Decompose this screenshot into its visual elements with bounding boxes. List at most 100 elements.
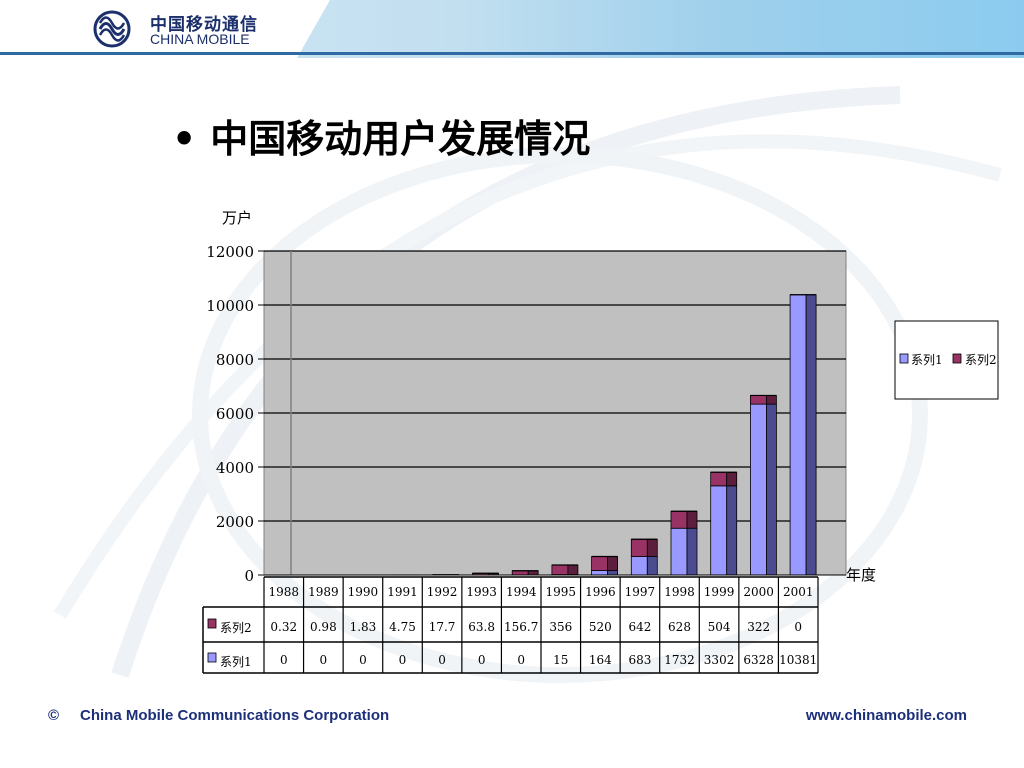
y-axis-ticks: 0 2000 4000 6000 8000 10000 12000	[206, 243, 264, 585]
bar-series2-1998-face	[670, 510, 688, 529]
china-mobile-logo-icon	[93, 10, 131, 48]
banner-divider	[0, 52, 1024, 55]
table-swatch-series2	[207, 618, 217, 629]
footer-copyright-symbol: ©	[48, 707, 60, 724]
y-tick-label: 6000	[216, 405, 254, 423]
table-series2-cell: 642	[628, 620, 651, 634]
legend: 系列1 系列2	[894, 320, 999, 400]
table-year-cell: 1988	[269, 585, 300, 599]
table-series2-cell: 322	[747, 620, 770, 634]
table-series1-cell: 0	[399, 653, 407, 667]
bar-series1-1997-side	[646, 556, 658, 576]
table-series1-cell: 3302	[704, 653, 735, 667]
bar-series1-2001-face	[789, 294, 807, 576]
y-axis-label: 万户	[222, 209, 252, 227]
bar-series1-1999-side	[726, 485, 738, 576]
y-tick-label: 12000	[206, 243, 254, 261]
bar-series2-1999-side	[726, 471, 738, 487]
table-year-cell: 1989	[308, 585, 339, 599]
bar-series1-1996-side	[607, 570, 618, 576]
bar-series1-1997-face	[630, 556, 648, 576]
bar-series1-2000-side	[766, 403, 777, 576]
table-year-cell: 1990	[348, 585, 379, 599]
header-banner: 中国移动通信 CHINA MOBILE	[0, 0, 1024, 58]
table-row-header-series2: 系列2	[220, 621, 252, 635]
data-table: 1988 0.32 0 1989 0.98 0 1990 1.83 0 1991 4.75 0 1992…	[202, 576, 819, 674]
table-series2-cell: 63.8	[468, 620, 495, 634]
y-tick-label: 2000	[216, 513, 254, 531]
table-series2-cell: 0.98	[310, 620, 337, 634]
bar-series2-1996-side	[607, 556, 618, 571]
table-series1-cell: 6328	[743, 653, 774, 667]
table-series1-cell: 683	[628, 653, 651, 667]
table-series2-cell: 0	[794, 620, 802, 634]
y-tick-label: 10000	[206, 297, 254, 315]
table-series2-cell: 4.75	[389, 620, 416, 634]
table-series1-cell: 164	[589, 653, 612, 667]
table-year-cell: 1997	[625, 585, 656, 599]
bar-series2-1995-side	[567, 564, 579, 575]
bar-series2-2000-face	[750, 395, 767, 405]
legend-box	[894, 320, 999, 400]
bar-series2-1997-face	[630, 538, 648, 557]
background-swoosh	[53, 86, 1002, 683]
slide-title: • 中国移动用户发展情况	[172, 108, 590, 163]
bar-series2-1994-face	[511, 570, 529, 576]
table-year-cell: 2000	[743, 585, 774, 599]
bar-series2-1996-face	[591, 556, 608, 571]
bar-series2-1998-side	[686, 510, 698, 529]
title-text: 中国移动用户发展情况	[210, 116, 591, 161]
table-year-cell: 1998	[664, 585, 695, 599]
y-tick-label: 8000	[216, 351, 254, 369]
table-series1-cell: 0	[438, 653, 446, 667]
legend-swatch-series2	[952, 353, 962, 364]
table-series2-cell: 628	[668, 620, 691, 634]
table-series1-cell: 10381	[779, 653, 817, 667]
table-year-cell: 1996	[585, 585, 616, 599]
table-row-header-series1: 系列1	[220, 655, 252, 669]
table-year-cell: 1994	[506, 585, 537, 599]
bar-series2-2000-side	[766, 395, 777, 405]
table-year-cell: 1993	[466, 585, 497, 599]
bar-series1-2000-face	[750, 403, 767, 576]
table-series1-cell: 0	[320, 653, 328, 667]
bar-series1-1996-face	[591, 570, 608, 576]
table-series1-cell: 0	[478, 653, 486, 667]
bar-series1-1998-side	[686, 527, 698, 576]
table-series2-cell: 156.7	[504, 620, 538, 634]
bar-series1-2001-side	[805, 294, 817, 576]
table-year-cell: 1992	[427, 585, 458, 599]
bar-series2-1995-face	[551, 564, 569, 575]
table-series2-cell: 1.83	[350, 620, 377, 634]
table-series1-cell: 1732	[664, 653, 695, 667]
table-series1-cell: 0	[517, 653, 525, 667]
subscriber-growth-chart: 0 2000 4000 6000 8000 10000 12000 万户 年度 系列1 系列…	[202, 209, 999, 674]
bar-series2-1999-face	[710, 471, 728, 487]
bar-series2-1994-side	[527, 570, 539, 576]
bar-series1-1998-face	[670, 527, 688, 576]
footer-company-name: China Mobile Communications Corporation	[80, 707, 390, 724]
x-axis-label: 年度	[846, 566, 876, 584]
table-series2-cell: 504	[708, 620, 731, 634]
gridlines	[264, 250, 846, 522]
table-series2-cell: 356	[549, 620, 572, 634]
table-series2-cell: 17.7	[429, 620, 456, 634]
y-tick-label: 4000	[216, 459, 254, 477]
table-series1-cell: 15	[553, 653, 568, 667]
legend-label-series1: 系列1	[911, 353, 943, 367]
table-series2-cell: 0.32	[270, 620, 297, 634]
y-tick-label: 0	[244, 567, 254, 585]
table-year-cell: 1995	[546, 585, 577, 599]
table-year-cell: 1999	[704, 585, 735, 599]
footer-website-link[interactable]: www.chinamobile.com	[805, 707, 967, 724]
logo-chinese-name: 中国移动通信	[150, 15, 258, 35]
logo-english-name: CHINA MOBILE	[150, 31, 250, 47]
table-year-cell: 1991	[387, 585, 418, 599]
legend-label-series2: 系列2	[965, 353, 997, 367]
title-bullet: •	[172, 116, 197, 161]
table-year-cell: 2001	[783, 585, 814, 599]
table-swatch-series1	[207, 652, 217, 663]
bar-series1-1999-face	[710, 485, 728, 576]
table-series1-cell: 0	[280, 653, 288, 667]
table-series1-cell: 0	[359, 653, 367, 667]
